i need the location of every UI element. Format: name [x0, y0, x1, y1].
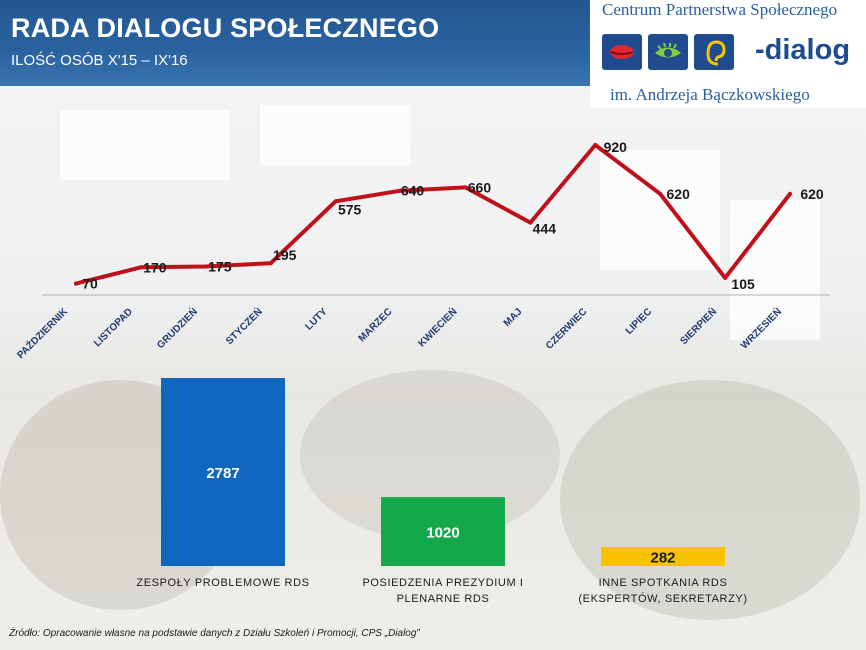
bar-value-label: 2787 [206, 465, 239, 482]
line-chart: 70 170 175 195 575 640 660 444 920 620 105 620 PAŹDZ… [14, 139, 830, 361]
point-label: 170 [143, 259, 167, 275]
data-point [788, 191, 792, 196]
page-subtitle: ILOŚĆ OSÓB X'15 – IX'16 [11, 52, 188, 69]
data-point [463, 185, 468, 190]
logo-brand-text: -dialog [755, 34, 851, 66]
bar [381, 497, 505, 566]
x-tick-label: LISTOPAD [92, 306, 135, 349]
bar [601, 546, 725, 566]
data-point [138, 265, 143, 270]
point-label: 195 [273, 247, 297, 263]
data-point [723, 275, 728, 280]
point-label: 640 [401, 183, 425, 199]
x-tick-label: WRZESIEŃ [738, 305, 785, 352]
x-tick-label: MAJ [502, 306, 525, 329]
x-tick-label: SIERPIEŃ [677, 305, 719, 347]
bg-people [560, 380, 860, 620]
point-label: 575 [338, 201, 362, 217]
x-tick-label: STYCZEŃ [223, 305, 265, 347]
series-line [74, 143, 792, 286]
x-tick-label: KWIECIEŃ [415, 305, 460, 350]
data-point [658, 191, 663, 196]
data-point [593, 143, 598, 147]
data-point [268, 261, 273, 266]
bar-category-label: INNE SPOTKANIA RDS [599, 577, 728, 589]
x-tick-label: GRUDZIEŃ [154, 305, 200, 351]
bar-category-label: (EKSPERTÓW, SEKRETARZY) [578, 592, 747, 605]
data-point [74, 281, 78, 286]
x-tick-label: PAŹDZIERNIK [14, 304, 71, 361]
data-point [528, 220, 533, 225]
x-tick-label: CZERWIEC [544, 306, 589, 351]
bar-category-label: PLENARNE RDS [397, 593, 490, 605]
data-point [333, 199, 338, 204]
point-label: 70 [82, 276, 98, 292]
bar [161, 378, 285, 566]
point-label: 920 [604, 139, 628, 155]
bar-value-label: 282 [650, 549, 675, 566]
page-title: RADA DIALOGU SPOŁECZNEGO [11, 13, 440, 43]
bar-value-label: 1020 [426, 525, 459, 542]
bg-window-pane [730, 200, 820, 340]
logo-top-text: Centrum Partnerstwa Społecznego [602, 0, 838, 19]
point-label: 620 [800, 186, 824, 202]
bg-window-pane [600, 150, 720, 270]
data-point [203, 264, 208, 269]
bar-category-label: ZESPOŁY PROBLEMOWE RDS [136, 577, 309, 589]
point-label: 620 [667, 186, 691, 202]
x-tick-label: LUTY [304, 306, 330, 332]
data-point [398, 188, 403, 193]
logo-bottom-text: im. Andrzeja Bączkowskiego [610, 85, 810, 104]
bg-ceiling-light [60, 110, 230, 180]
x-tick-label: MARZEC [357, 306, 395, 344]
bar-category-label: POSIEDZENIA PREZYDIUM I [362, 577, 523, 589]
source-note: Źródło: Opracowanie własne na podstawie … [9, 628, 420, 639]
bg-ceiling-light [260, 105, 410, 165]
x-tick-label: LIPIEC [624, 306, 655, 337]
bar-chart: 2787 ZESPOŁY PROBLEMOWE RDS 1020 POSIEDZENI… [136, 378, 747, 605]
point-label: 444 [533, 221, 557, 237]
point-label: 105 [731, 276, 755, 292]
point-label: 660 [468, 179, 492, 195]
logo: Centrum Partnerstwa Społecznego -dialog … [590, 0, 866, 108]
eye-icon [648, 34, 688, 70]
ear-icon [694, 34, 734, 70]
mouth-icon [602, 34, 642, 70]
point-label: 175 [208, 258, 232, 274]
